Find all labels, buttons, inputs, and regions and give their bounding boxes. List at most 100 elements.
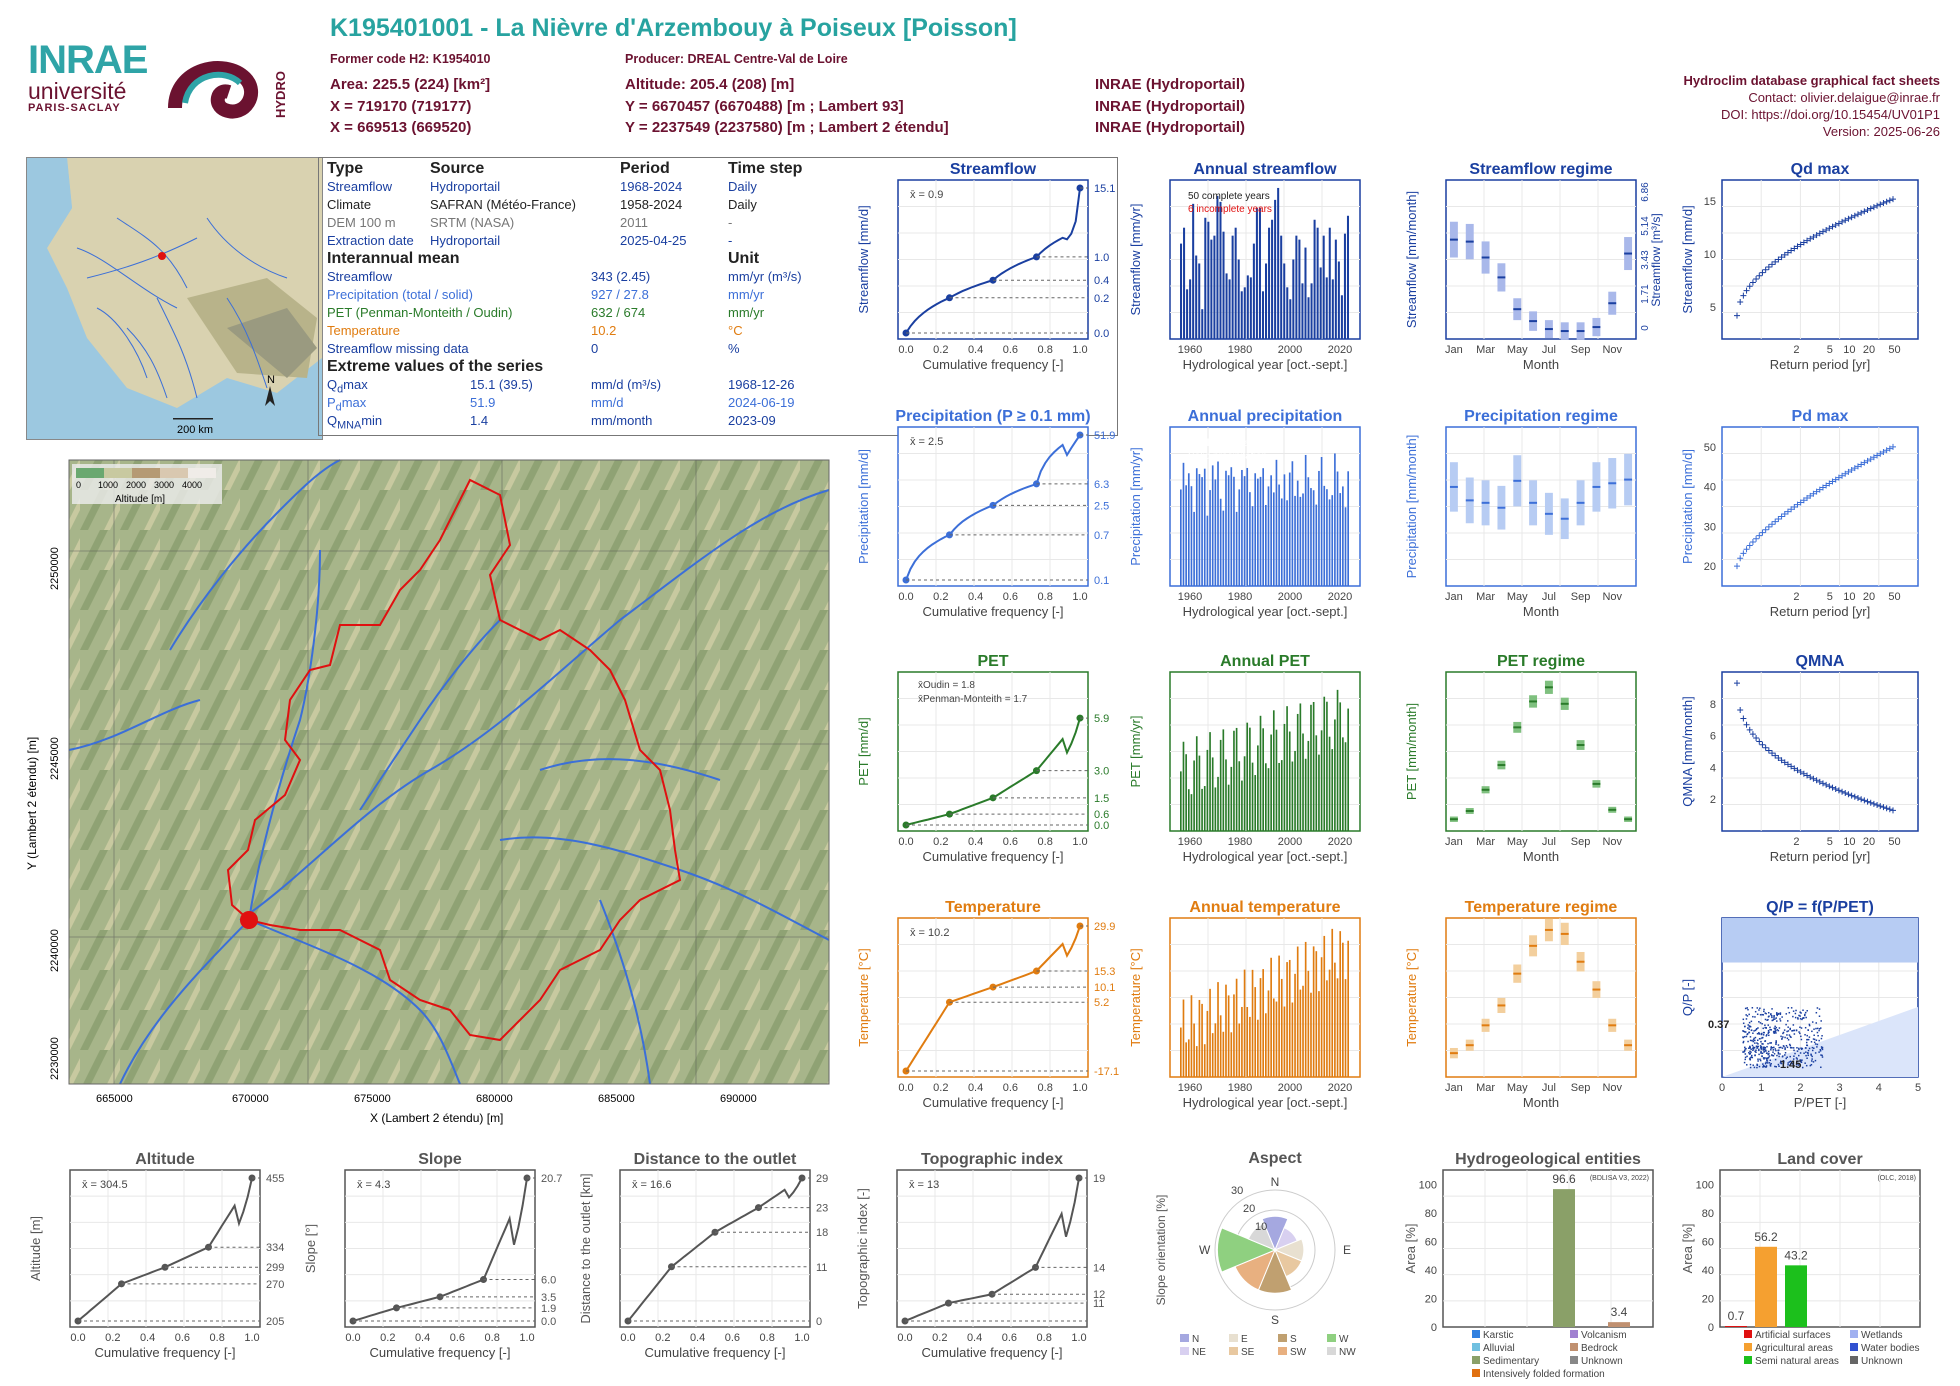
map-xticks: 665000 670000 675000 680000 685000 69000… bbox=[96, 1093, 757, 1105]
annual-bar bbox=[1235, 511, 1238, 586]
annual-bar bbox=[1336, 471, 1339, 586]
col-type: Type bbox=[327, 160, 364, 177]
data-point bbox=[1751, 1056, 1754, 1059]
data-point bbox=[1734, 563, 1740, 570]
data-point bbox=[1749, 1039, 1752, 1042]
data-point bbox=[1818, 1039, 1820, 1042]
data-point bbox=[1785, 1023, 1787, 1026]
annual-bar bbox=[1203, 468, 1206, 586]
ring-label: 30 bbox=[1231, 1185, 1243, 1197]
data-point bbox=[1798, 1014, 1800, 1017]
credits-doi[interactable]: DOI: https://doi.org/10.15454/UV01P1 bbox=[1721, 107, 1940, 122]
compass-label: E bbox=[1343, 1243, 1351, 1257]
data-point bbox=[1779, 1062, 1782, 1064]
data-point bbox=[1765, 1050, 1767, 1052]
legend-label: Unknown bbox=[1581, 1356, 1623, 1367]
data-point bbox=[1756, 1032, 1759, 1035]
data-point bbox=[1798, 1054, 1800, 1057]
right-tick-label: 3.0 bbox=[1094, 766, 1109, 778]
data-point bbox=[1774, 1030, 1777, 1032]
data-point bbox=[1761, 1037, 1763, 1039]
annual-bar bbox=[1249, 492, 1251, 586]
data-point bbox=[1743, 1031, 1746, 1033]
data-point bbox=[1781, 511, 1788, 518]
data-point bbox=[1816, 778, 1823, 785]
data-point bbox=[1790, 1047, 1792, 1049]
credits-contact[interactable]: Contact: olivier.delaigue@inrae.fr bbox=[1748, 90, 1940, 105]
chart-pet_regime: PET regime Jan Mar May Jul Sep Nov Month PET [mm… bbox=[1404, 653, 1637, 864]
qp-upper-band bbox=[1722, 918, 1918, 963]
data-point bbox=[1744, 1048, 1747, 1050]
data-point bbox=[1767, 1029, 1770, 1032]
data-point bbox=[1759, 1059, 1762, 1062]
station-marker bbox=[158, 252, 166, 260]
chart-title: Precipitation regime bbox=[1464, 408, 1618, 425]
data-point bbox=[1743, 1050, 1746, 1052]
annual-bar bbox=[1328, 736, 1331, 831]
data-point bbox=[1788, 763, 1795, 770]
chart-title: Pd max bbox=[1792, 408, 1849, 425]
data-point bbox=[1762, 1048, 1765, 1051]
data-point bbox=[1752, 1048, 1755, 1050]
data-point bbox=[1766, 1045, 1768, 1048]
legend-swatch bbox=[1180, 1347, 1189, 1355]
x-tick-label: 0.8 bbox=[1038, 591, 1053, 603]
right-tick-label: 19 bbox=[1093, 1173, 1105, 1185]
annual-bar bbox=[1182, 741, 1185, 831]
chart-title: Temperature bbox=[945, 899, 1041, 916]
y-lambert93: Y = 6670457 (6670488) [m ; Lambert 93] bbox=[625, 98, 904, 115]
annual-bar bbox=[1207, 221, 1210, 339]
data-point bbox=[1791, 1063, 1794, 1065]
x-tick-label: 0.4 bbox=[415, 1332, 430, 1344]
x-tick-label: Sep bbox=[1571, 591, 1591, 603]
annual-bar bbox=[1214, 479, 1217, 586]
data-point bbox=[1744, 1056, 1747, 1059]
data-point bbox=[1787, 1062, 1789, 1064]
x-tick-label: 0.2 bbox=[933, 1082, 948, 1094]
data-point bbox=[1775, 256, 1782, 263]
legend-swatch bbox=[1229, 1334, 1238, 1342]
data-point bbox=[1787, 1026, 1789, 1028]
extreme-qd: Qd max 15.1 (39.5) mm/d (m³/s) 1968-12-26 bbox=[327, 377, 795, 396]
data-point bbox=[1767, 1056, 1770, 1059]
data-point bbox=[1749, 1046, 1751, 1049]
extreme-header: Extreme values of the series bbox=[327, 358, 544, 375]
x-tick-label: 0.2 bbox=[933, 591, 948, 603]
annual-bar bbox=[1288, 959, 1291, 1077]
data-point bbox=[1807, 1049, 1810, 1052]
annual-bar bbox=[1238, 1023, 1241, 1077]
annual-bar bbox=[1272, 492, 1275, 586]
right-tick-label: 29 bbox=[816, 1173, 828, 1185]
x-tick-label: 0.4 bbox=[968, 591, 983, 603]
data-point bbox=[1802, 1009, 1804, 1011]
data-point bbox=[1781, 1047, 1784, 1049]
data-point bbox=[1851, 465, 1858, 472]
data-point bbox=[1813, 488, 1820, 495]
data-point bbox=[1788, 1011, 1791, 1014]
data-point bbox=[1786, 1056, 1788, 1058]
data-point bbox=[1742, 1036, 1745, 1039]
annual-bar bbox=[1227, 995, 1230, 1077]
data-point bbox=[1789, 1055, 1791, 1058]
legend-swatch bbox=[1327, 1334, 1336, 1342]
legend-label: Sedimentary bbox=[1483, 1356, 1539, 1367]
y-tick-label: 80 bbox=[1702, 1208, 1714, 1220]
right-tick-label: 0 bbox=[816, 1316, 822, 1328]
y-axis-label: Temperature [°C] bbox=[1128, 948, 1143, 1046]
x-tick-label: Mar bbox=[1476, 836, 1495, 848]
annual-bar bbox=[1238, 761, 1241, 831]
mean-label: x̄ = 4.3 bbox=[357, 1179, 390, 1191]
data-point bbox=[1813, 777, 1820, 784]
data-point bbox=[1784, 761, 1791, 768]
data-point bbox=[1864, 457, 1871, 464]
annual-bar bbox=[1219, 498, 1222, 586]
data-point bbox=[1744, 1046, 1746, 1049]
data-point bbox=[1746, 1064, 1748, 1066]
data-point bbox=[1777, 1029, 1780, 1032]
col-period: Period bbox=[620, 160, 670, 177]
legend-swatch bbox=[1744, 1343, 1752, 1351]
data-point bbox=[1770, 1046, 1773, 1048]
mean-label: x̄ = 2.5 bbox=[910, 436, 943, 448]
y-lambert2: Y = 2237549 (2237580) [m ; Lambert 2 éte… bbox=[625, 119, 949, 136]
